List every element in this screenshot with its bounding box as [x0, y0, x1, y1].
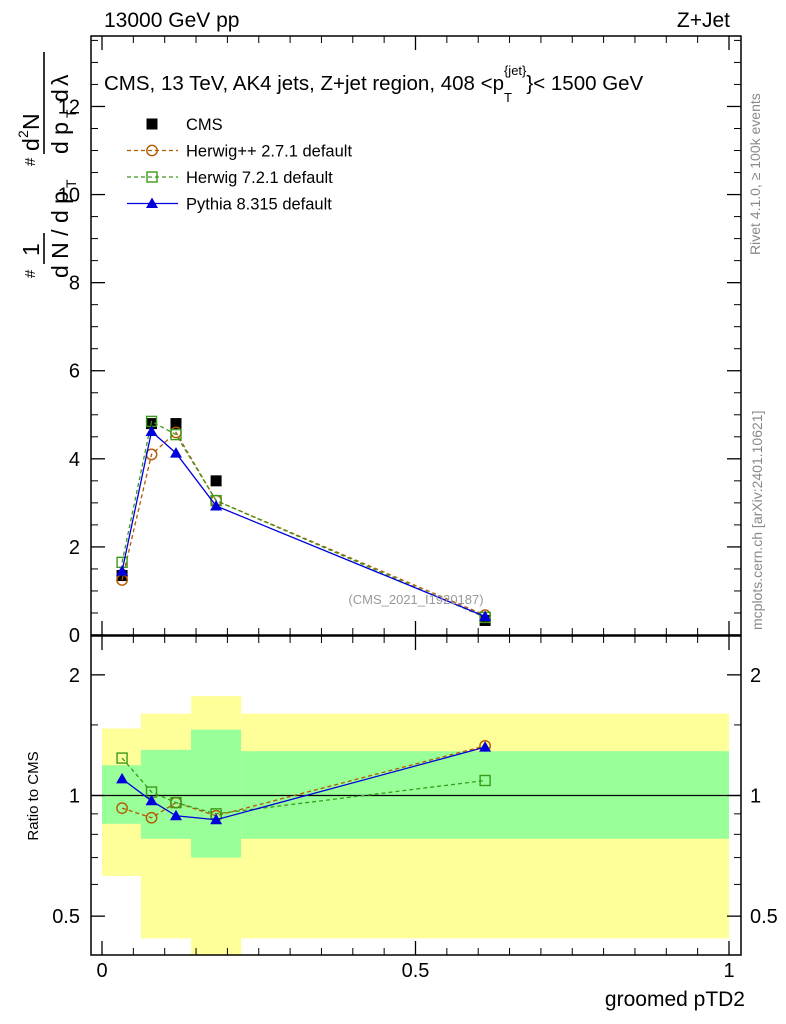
svg-text:d: d — [47, 89, 73, 102]
x-tick-label: 0 — [96, 960, 107, 982]
main-point-pythia-8-315-default — [116, 565, 129, 576]
svg-text:d p: d p — [47, 122, 73, 154]
ratio-point-pythia-8-315-default — [169, 809, 182, 821]
rivet-label: Rivet 4.1.0, ≥ 100k events — [747, 93, 763, 255]
ratio-y-tick-label-right: 1 — [750, 786, 761, 808]
ratio-line-herwig-7-2-1-default — [121, 757, 486, 815]
ratio-point-pythia-8-315-default — [479, 741, 492, 752]
ratio-y-axis: 0.5 0.5 1 1 2 2 — [52, 665, 778, 956]
svg-text:N: N — [18, 113, 44, 130]
ratio-series-layer — [116, 739, 492, 825]
x-tick-label: 0.5 — [402, 960, 430, 982]
ratio-y-tick-label: 2 — [69, 665, 80, 687]
main-y-tick-label: 6 — [69, 361, 80, 383]
main-y-tick-label: 4 — [69, 449, 80, 471]
main-line-herwig-7-2-1-default — [121, 420, 486, 618]
ratio-point-herwig-7-2-1-default — [479, 774, 491, 787]
legend-marker-herwig-2-7-1-default — [146, 144, 158, 157]
ratio-stat-band — [102, 765, 141, 824]
main-title: CMS, 13 TeV, AK4 jets, Z+jet region, 408… — [104, 63, 644, 105]
main-point-pythia-8-315-default — [169, 447, 182, 458]
svg-text:d: d — [18, 138, 44, 151]
main-line-pythia-8-315-default — [121, 430, 486, 618]
ratio-point-herwig-2-7-1-default — [145, 811, 158, 824]
x-axis-label: groomed pTD2 — [605, 988, 745, 1011]
main-y-tick-label: 2 — [69, 537, 80, 559]
main-series-layer — [116, 415, 492, 626]
ratio-y-tick-label: 1 — [69, 786, 80, 808]
main-y-tick-label: 0 — [69, 625, 80, 647]
ratio-point-herwig-7-2-1-default — [116, 752, 128, 764]
svg-text:1: 1 — [18, 243, 44, 256]
svg-text:2: 2 — [15, 130, 31, 138]
ratio-point-herwig-7-2-1-default — [170, 796, 182, 809]
main-point-pythia-8-315-default — [479, 610, 492, 622]
svg-text:T: T — [63, 109, 79, 118]
ratio-y-tick-label-right: 2 — [750, 665, 761, 687]
svg-text:T: T — [63, 179, 79, 188]
ratio-point-pythia-8-315-default — [145, 794, 158, 806]
svg-text:#: # — [22, 157, 39, 166]
main-point-cms — [210, 475, 222, 487]
header-left: 13000 GeV pp — [104, 9, 239, 32]
legend-label-cms: CMS — [186, 116, 223, 134]
ratio-stat-band — [191, 729, 242, 858]
main-y-tick-label: 10 — [58, 185, 80, 207]
main-y-axis-label: # 1 d N / d p T # d 2 N d p T d λ — [15, 52, 79, 278]
ratio-point-pythia-8-315-default — [210, 813, 223, 825]
ratio-point-pythia-8-315-default — [116, 772, 129, 784]
legend: CMS Herwig++ 2.7.1 default Herwig 7.2.1 de… — [127, 116, 352, 214]
main-point-pythia-8-315-default — [210, 499, 223, 511]
x-axis: 0 0.5 1 — [96, 36, 735, 982]
ratio-y-tick-label: 0.5 — [52, 906, 80, 928]
x-tick-label: 1 — [723, 960, 734, 982]
main-y-tick-label: 12 — [58, 96, 80, 118]
svg-text:#: # — [22, 269, 39, 278]
main-point-herwig-7-2-1-default — [170, 428, 182, 441]
ratio-y-axis-label: Ratio to CMS — [25, 751, 42, 840]
header-right: Z+Jet — [677, 9, 730, 32]
main-line-herwig-2-7-1-default — [121, 431, 486, 616]
ratio-bands — [102, 696, 729, 955]
legend-marker-cms — [146, 118, 158, 130]
legend-label-herwig-2-7-1-default: Herwig++ 2.7.1 default — [186, 143, 352, 161]
ratio-point-herwig-2-7-1-default — [116, 802, 128, 815]
analysis-watermark: (CMS_2021_I1920187) — [348, 592, 483, 607]
main-point-cms — [170, 418, 182, 430]
legend-marker-herwig-7-2-1-default — [146, 171, 158, 183]
ratio-stat-band — [140, 749, 192, 839]
main-y-axis: 0 2 4 6 8 10 12 — [58, 39, 741, 647]
legend-marker-pythia-8-315-default — [146, 197, 158, 208]
mcplots-label: mcplots.cern.ch [arXiv:2401.10621] — [749, 411, 765, 630]
ratio-y-tick-label-right: 0.5 — [750, 906, 778, 928]
main-point-pythia-8-315-default — [145, 425, 158, 437]
main-y-tick-label: 8 — [69, 273, 80, 295]
legend-label-herwig-7-2-1-default: Herwig 7.2.1 default — [186, 169, 333, 187]
svg-text:λ: λ — [47, 74, 73, 86]
svg-text:d N / d p: d N / d p — [47, 191, 73, 278]
legend-label-pythia-8-315-default: Pythia 8.315 default — [186, 196, 332, 214]
